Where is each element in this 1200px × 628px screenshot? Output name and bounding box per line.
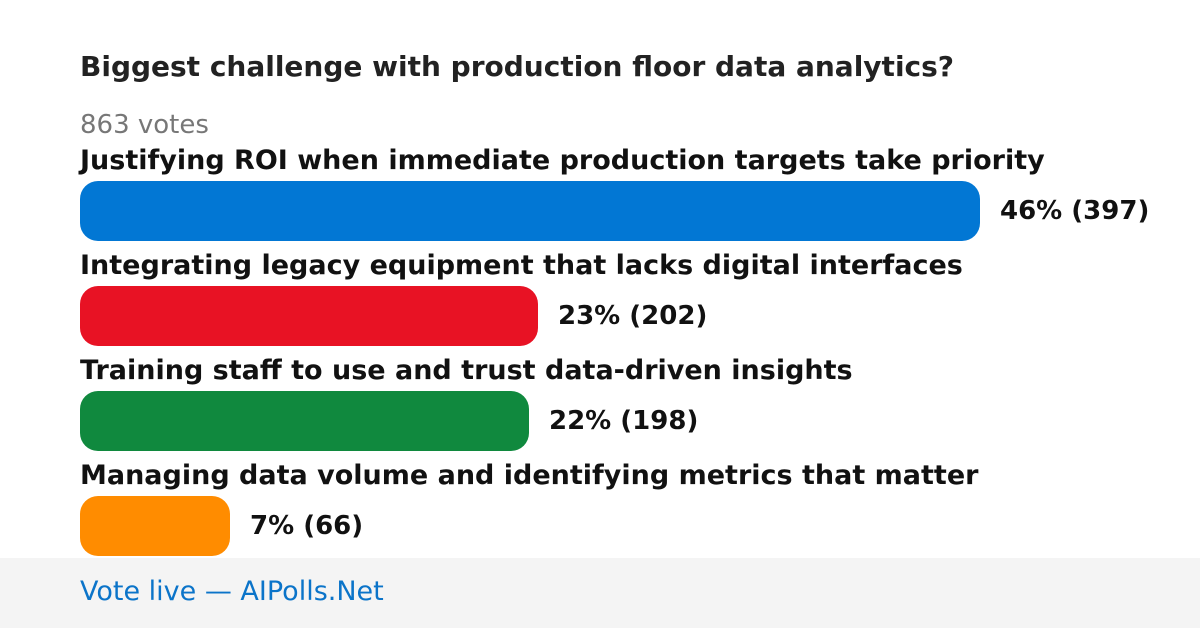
footer: Vote live — AIPolls.Net (0, 558, 1200, 628)
option-bar (80, 391, 529, 451)
option-label: Training staff to use and trust data-dri… (80, 355, 853, 386)
vote-count: 863 votes (80, 110, 209, 140)
option-result: 46% (397) (1000, 196, 1150, 226)
option-bar (80, 181, 980, 241)
vote-live-link[interactable]: Vote live — AIPolls.Net (80, 576, 384, 607)
option-label: Managing data volume and identifying met… (80, 460, 979, 491)
poll-option[interactable]: Training staff to use and trust data-dri… (80, 355, 1180, 455)
option-label: Justifying ROI when immediate production… (80, 145, 1045, 176)
option-result: 23% (202) (558, 301, 708, 331)
poll-option[interactable]: Justifying ROI when immediate production… (80, 145, 1180, 245)
option-bar (80, 496, 230, 556)
option-result: 22% (198) (549, 406, 699, 436)
option-bar (80, 286, 538, 346)
poll-option[interactable]: Managing data volume and identifying met… (80, 460, 1180, 560)
poll-title: Biggest challenge with production floor … (80, 50, 955, 83)
poll-option[interactable]: Integrating legacy equipment that lacks … (80, 250, 1180, 350)
option-label: Integrating legacy equipment that lacks … (80, 250, 963, 281)
option-result: 7% (66) (250, 511, 364, 541)
